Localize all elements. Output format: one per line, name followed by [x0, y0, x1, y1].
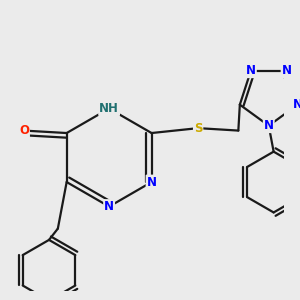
Text: NH: NH	[99, 102, 119, 115]
Text: N: N	[246, 64, 256, 77]
Text: N: N	[292, 98, 300, 111]
Text: N: N	[104, 200, 114, 213]
Text: N: N	[282, 64, 292, 77]
Text: O: O	[19, 124, 29, 137]
Text: S: S	[194, 122, 203, 135]
Text: N: N	[147, 176, 157, 189]
Text: N: N	[264, 119, 274, 132]
